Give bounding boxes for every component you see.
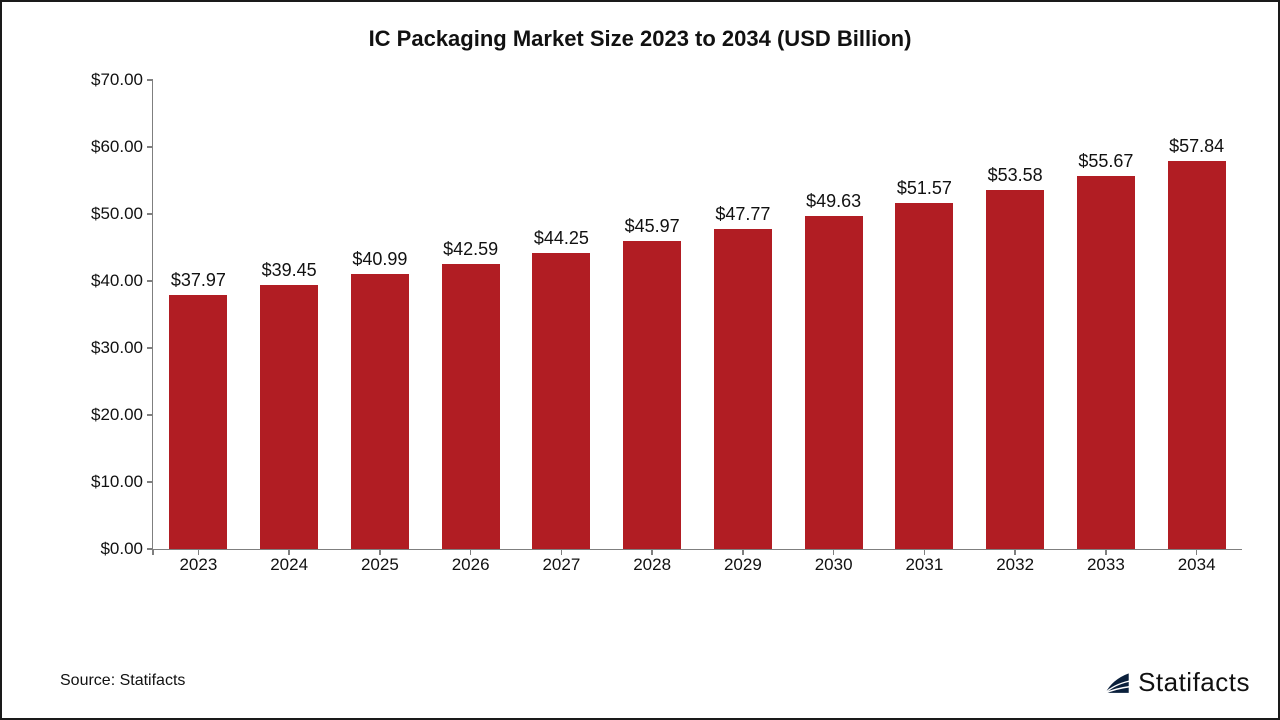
bar-data-label: $53.58 [988, 165, 1043, 190]
y-tick [147, 213, 153, 215]
source-label: Source: Statifacts [60, 672, 185, 690]
bar [532, 253, 590, 549]
bar-data-label: $40.99 [352, 249, 407, 274]
bar-data-label: $42.59 [443, 239, 498, 264]
chart-frame: IC Packaging Market Size 2023 to 2034 (U… [0, 0, 1280, 720]
bar-data-label: $51.57 [897, 178, 952, 203]
bar [895, 203, 953, 549]
y-axis-label: $40.00 [91, 271, 143, 291]
bar-data-label: $39.45 [262, 260, 317, 285]
bar-data-label: $49.63 [806, 191, 861, 216]
brand-text: Statifacts [1138, 667, 1250, 698]
bar [1168, 161, 1226, 549]
bar-data-label: $44.25 [534, 228, 589, 253]
bar [169, 295, 227, 549]
bar-data-label: $47.77 [715, 204, 770, 229]
x-axis-label: 2025 [361, 555, 399, 575]
bar [623, 241, 681, 549]
x-axis-label: 2026 [452, 555, 490, 575]
chart-plot-area: $0.00 $10.00 $20.00 $30.00 $40.00 $50.00 $60.0… [82, 80, 1252, 580]
bar [1077, 176, 1135, 549]
y-axis-label: $20.00 [91, 405, 143, 425]
bar [805, 216, 863, 549]
y-tick [147, 79, 153, 81]
y-axis-label: $60.00 [91, 137, 143, 157]
x-axis-label: 2031 [905, 555, 943, 575]
bar [714, 229, 772, 549]
x-axis-label: 2028 [633, 555, 671, 575]
x-axis-label: 2027 [542, 555, 580, 575]
bar [260, 285, 318, 549]
bar-data-label: $57.84 [1169, 136, 1224, 161]
chart-title: IC Packaging Market Size 2023 to 2034 (U… [32, 26, 1248, 52]
x-axis-label: 2024 [270, 555, 308, 575]
x-axis-label: 2023 [179, 555, 217, 575]
y-tick [147, 481, 153, 483]
x-axis-label: 2032 [996, 555, 1034, 575]
y-axis-label: $30.00 [91, 338, 143, 358]
y-axis-label: $0.00 [100, 539, 143, 559]
bar [351, 274, 409, 549]
y-tick [147, 280, 153, 282]
bar [442, 264, 500, 549]
y-tick [147, 347, 153, 349]
x-axis-label: 2030 [815, 555, 853, 575]
bar-data-label: $45.97 [625, 216, 680, 241]
brand-logo: Statifacts [1102, 667, 1250, 698]
y-axis-label: $50.00 [91, 204, 143, 224]
bar-data-label: $37.97 [171, 270, 226, 295]
bar-data-label: $55.67 [1078, 151, 1133, 176]
y-tick [147, 414, 153, 416]
x-axis-label: 2033 [1087, 555, 1125, 575]
x-tick [152, 549, 154, 555]
y-axis-label: $10.00 [91, 472, 143, 492]
statifacts-icon [1102, 668, 1132, 698]
y-tick [147, 146, 153, 148]
x-axis-label: 2034 [1178, 555, 1216, 575]
chart-axes: $0.00$10.00$20.00$30.00$40.00$50.00$60.0… [152, 80, 1242, 550]
x-axis-label: 2029 [724, 555, 762, 575]
y-axis-label: $70.00 [91, 70, 143, 90]
bar [986, 190, 1044, 549]
